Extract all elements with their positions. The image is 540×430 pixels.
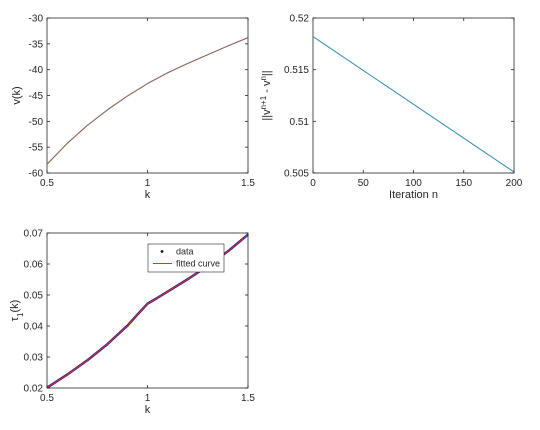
y-tick-label: 0.05 xyxy=(24,291,44,302)
y-tick-label: -55 xyxy=(29,143,44,154)
x-axis-label: k xyxy=(145,189,151,201)
y-tick-label: -60 xyxy=(29,169,44,180)
legend-label-data: data xyxy=(176,247,194,257)
x-tick-label: 1 xyxy=(145,393,151,404)
y-tick-label: 0.51 xyxy=(290,117,310,128)
x-tick-label: 1.5 xyxy=(241,178,255,189)
legend-data-marker xyxy=(160,250,164,253)
axes-box xyxy=(312,17,515,174)
x-tick-label: 1 xyxy=(145,178,151,189)
y-tick-label: -30 xyxy=(29,14,44,25)
x-tick-label: 150 xyxy=(455,178,472,189)
x-tick-label: 0.5 xyxy=(40,178,54,189)
y-tick-label: 0.02 xyxy=(24,384,44,395)
y-tick-label: 0.07 xyxy=(24,229,44,240)
y-label-superscript-1: n+1 xyxy=(259,95,268,109)
x-tick-label: 0.5 xyxy=(40,393,54,404)
x-tick-label: 50 xyxy=(358,178,370,189)
legend-box xyxy=(147,243,225,273)
y-tick-label: 0.515 xyxy=(284,65,309,76)
series-line-1 xyxy=(46,37,249,165)
y-tick-label: 0.06 xyxy=(24,260,44,271)
x-tick-label: 100 xyxy=(405,178,422,189)
y-tick-label: 0.04 xyxy=(24,322,44,333)
legend: data fitted curve xyxy=(147,243,225,273)
y-axis-label: v(k) xyxy=(11,86,23,104)
x-axis-label: Iteration n xyxy=(389,189,438,201)
y-label-superscript-2: n xyxy=(259,76,268,80)
series-line-0 xyxy=(312,36,515,173)
y-tick-label: -50 xyxy=(29,117,44,128)
y-label-subscript: 1 xyxy=(16,312,25,317)
plot-convergence: 0 50 100 150 200 0.52 0.515 0.51 0.505 Iteration… xyxy=(259,14,523,202)
y-tick-label: -40 xyxy=(29,65,44,76)
legend-label-fitted-curve: fitted curve xyxy=(176,259,220,269)
y-tick-label: -35 xyxy=(29,39,44,50)
x-axis-label: k xyxy=(145,404,151,416)
axes-box xyxy=(46,17,249,174)
plot-v-of-k: 0.5 1 1.5 -30 -35 -40 -45 -50 -55 -60 k v(k) xyxy=(11,14,255,202)
y-tick-label: 0.52 xyxy=(290,14,310,25)
x-tick-label: 1.5 xyxy=(241,393,255,404)
x-tick-label: 200 xyxy=(506,178,523,189)
y-tick-label: -45 xyxy=(29,91,44,102)
y-tick-label: 0.505 xyxy=(284,169,309,180)
y-tick-label: 0.03 xyxy=(24,353,44,364)
x-tick-label: 0 xyxy=(310,178,316,189)
plot-tau1-of-k: 0.5 1 1.50.070.060.050.040.030.02 k τ1(k) … xyxy=(9,229,255,417)
